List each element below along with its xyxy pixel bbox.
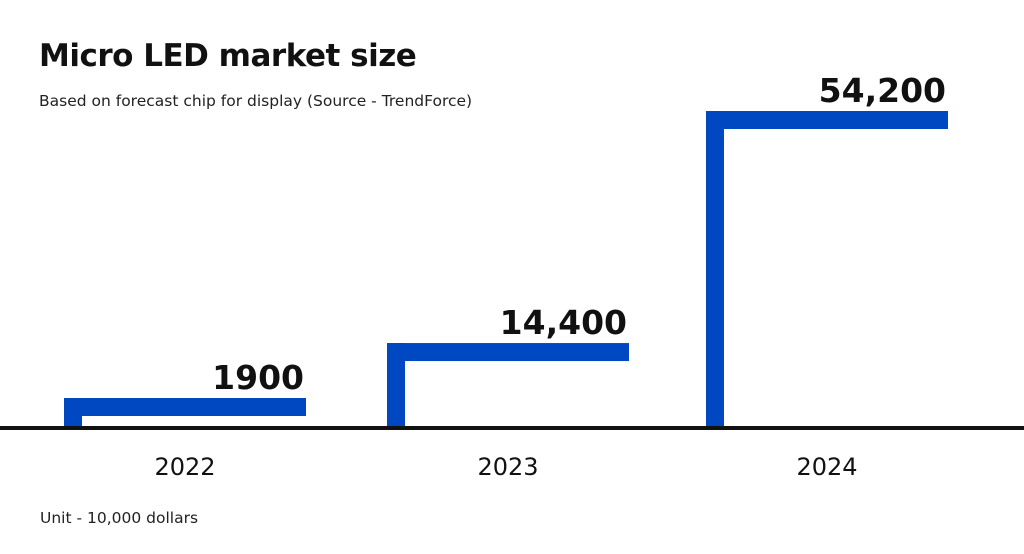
x-tick-label: 2024 (796, 453, 857, 481)
unit-note: Unit - 10,000 dollars (40, 509, 199, 527)
data-label: 54,200 (819, 71, 946, 110)
x-axis-baseline (0, 426, 1024, 430)
bar-2023-top (387, 343, 629, 362)
bar-2022-top (64, 398, 306, 416)
bar-2024-top (706, 111, 948, 129)
chart-subtitle: Based on forecast chip for display (Sour… (39, 92, 473, 110)
bar-2024-stem (706, 111, 724, 427)
bar-2023-stem (387, 343, 405, 427)
x-tick-label: 2023 (477, 453, 538, 481)
chart-title: Micro LED market size (39, 38, 417, 74)
data-label: 14,400 (500, 303, 627, 342)
x-tick-label: 2022 (154, 453, 215, 481)
data-label: 1900 (212, 358, 304, 397)
